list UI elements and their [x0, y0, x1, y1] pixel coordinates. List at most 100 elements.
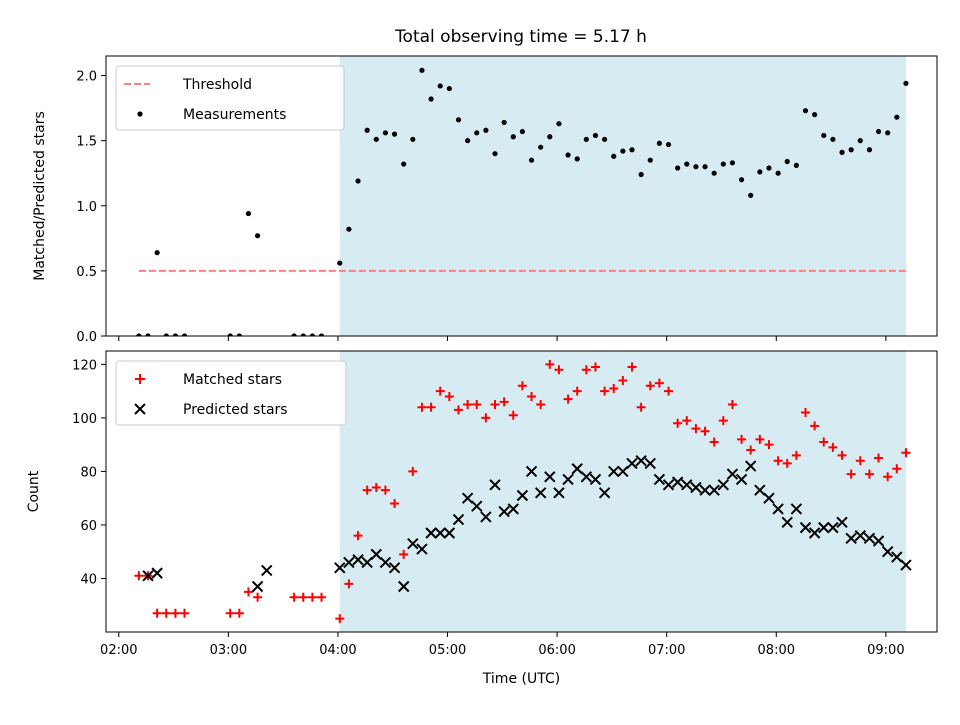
- predicted-star-point: [818, 521, 830, 534]
- matched-star-point: [727, 400, 737, 410]
- matched-star-point: [545, 359, 555, 369]
- measurement-point: [638, 171, 644, 178]
- matched-star-point: [554, 365, 564, 375]
- measurement-point: [172, 333, 179, 336]
- measurement-point: [875, 128, 882, 135]
- measurement-point: [547, 134, 553, 140]
- matched-star-point: [864, 469, 874, 479]
- matched-star-point: [837, 450, 847, 460]
- matched-star-point: [874, 453, 884, 463]
- matched-star-point: [563, 394, 573, 404]
- matched-star-point: [791, 450, 801, 460]
- measurement-point: [629, 147, 635, 153]
- matched-star-point: [755, 434, 765, 444]
- measurement-point: [181, 333, 188, 336]
- measurement-point: [382, 130, 389, 136]
- predicted-star-point: [653, 473, 666, 486]
- y-tick-label: 0.5: [76, 265, 97, 280]
- matched-star-point: [892, 464, 902, 474]
- predicted-star-point: [388, 562, 401, 574]
- x-tick-label: 08:00: [758, 643, 795, 658]
- predicted-star-point: [425, 527, 437, 539]
- predicted-star-point: [516, 489, 529, 502]
- measurement-point: [291, 333, 297, 336]
- predicted-star-point: [763, 492, 775, 504]
- predicted-star-point: [745, 460, 757, 472]
- matched-star-point: [609, 383, 619, 393]
- predicted-star-point: [434, 527, 446, 539]
- predicted-star-point: [525, 465, 538, 478]
- matched-star-point: [234, 608, 244, 618]
- matched-star-point: [572, 386, 582, 396]
- matched-star-point: [472, 400, 482, 410]
- matched-star-point: [801, 408, 811, 418]
- measurement-point: [711, 170, 717, 176]
- predicted-star-point: [151, 567, 163, 579]
- predicted-star-point: [754, 484, 766, 496]
- measurement-point: [254, 233, 261, 239]
- y-tick-label: 120: [72, 358, 97, 373]
- predicted-star-point: [845, 532, 857, 545]
- measurement-point: [565, 152, 571, 158]
- predicted-star-point: [544, 471, 556, 483]
- predicted-star-point: [553, 487, 565, 499]
- predicted-star-point: [608, 465, 620, 478]
- matched-star-point: [390, 499, 400, 509]
- predicted-star-point: [498, 505, 510, 518]
- measurement-point: [592, 132, 599, 139]
- predicted-star-point: [571, 463, 583, 475]
- matched-star-point: [490, 400, 500, 410]
- matched-star-point: [444, 391, 454, 401]
- matched-star-point: [782, 458, 792, 468]
- measurement-point: [611, 153, 617, 159]
- matched-star-point: [463, 400, 473, 410]
- y-tick-label: 100: [72, 412, 97, 427]
- predicted-star-point: [489, 479, 501, 491]
- predicted-star-point: [261, 564, 273, 577]
- x-tick-label: 07:00: [648, 643, 685, 658]
- measurement-point: [391, 131, 398, 137]
- matched-star-point: [435, 386, 445, 396]
- bottom-panel: 40 60 80 100 120 02:00 03:00 04:00 05:00 06:00 07:…: [26, 350, 938, 687]
- measurement-point: [236, 333, 242, 336]
- predicted-star-point: [407, 537, 419, 550]
- measurement-point: [656, 140, 662, 146]
- predicted-star-point: [443, 527, 456, 539]
- measurement-point: [784, 158, 790, 165]
- measurement-point: [720, 161, 726, 167]
- predicted-star-point: [690, 481, 702, 494]
- measurement-point: [665, 141, 672, 148]
- measurement-point: [775, 170, 781, 176]
- measurement-point: [245, 210, 252, 217]
- measurement-point: [802, 108, 809, 114]
- legend-label: Threshold: [182, 77, 252, 93]
- matched-star-point: [654, 378, 664, 388]
- matched-star-point: [344, 579, 354, 589]
- measurement-point: [300, 333, 306, 336]
- measurement-point: [364, 127, 370, 133]
- predicted-star-point: [370, 548, 383, 561]
- predicted-star-point: [881, 546, 894, 558]
- matched-star-point: [636, 402, 646, 412]
- matched-star-point: [618, 375, 628, 385]
- measurement-point: [227, 333, 233, 336]
- x-tick-label: 09:00: [867, 643, 904, 658]
- matched-star-point: [353, 531, 363, 541]
- x-tick-label: 05:00: [429, 643, 466, 658]
- measurement-point: [729, 160, 736, 166]
- predicted-star-point: [507, 503, 519, 515]
- predicted-star-point: [781, 516, 793, 528]
- predicted-star-point: [827, 521, 839, 534]
- matched-star-point: [828, 442, 838, 452]
- matched-star-point: [536, 400, 546, 410]
- measurement-point: [574, 156, 580, 162]
- measurement-point: [337, 260, 343, 266]
- x-axis-label: Time (UTC): [482, 671, 560, 687]
- predicted-star-point: [142, 570, 154, 582]
- measurement-point: [866, 147, 873, 153]
- measurement-point: [318, 333, 325, 336]
- measurement-point: [346, 226, 352, 232]
- measurement-point: [839, 149, 845, 155]
- y-tick-label: 2.0: [76, 70, 97, 85]
- measurement-point: [373, 136, 379, 142]
